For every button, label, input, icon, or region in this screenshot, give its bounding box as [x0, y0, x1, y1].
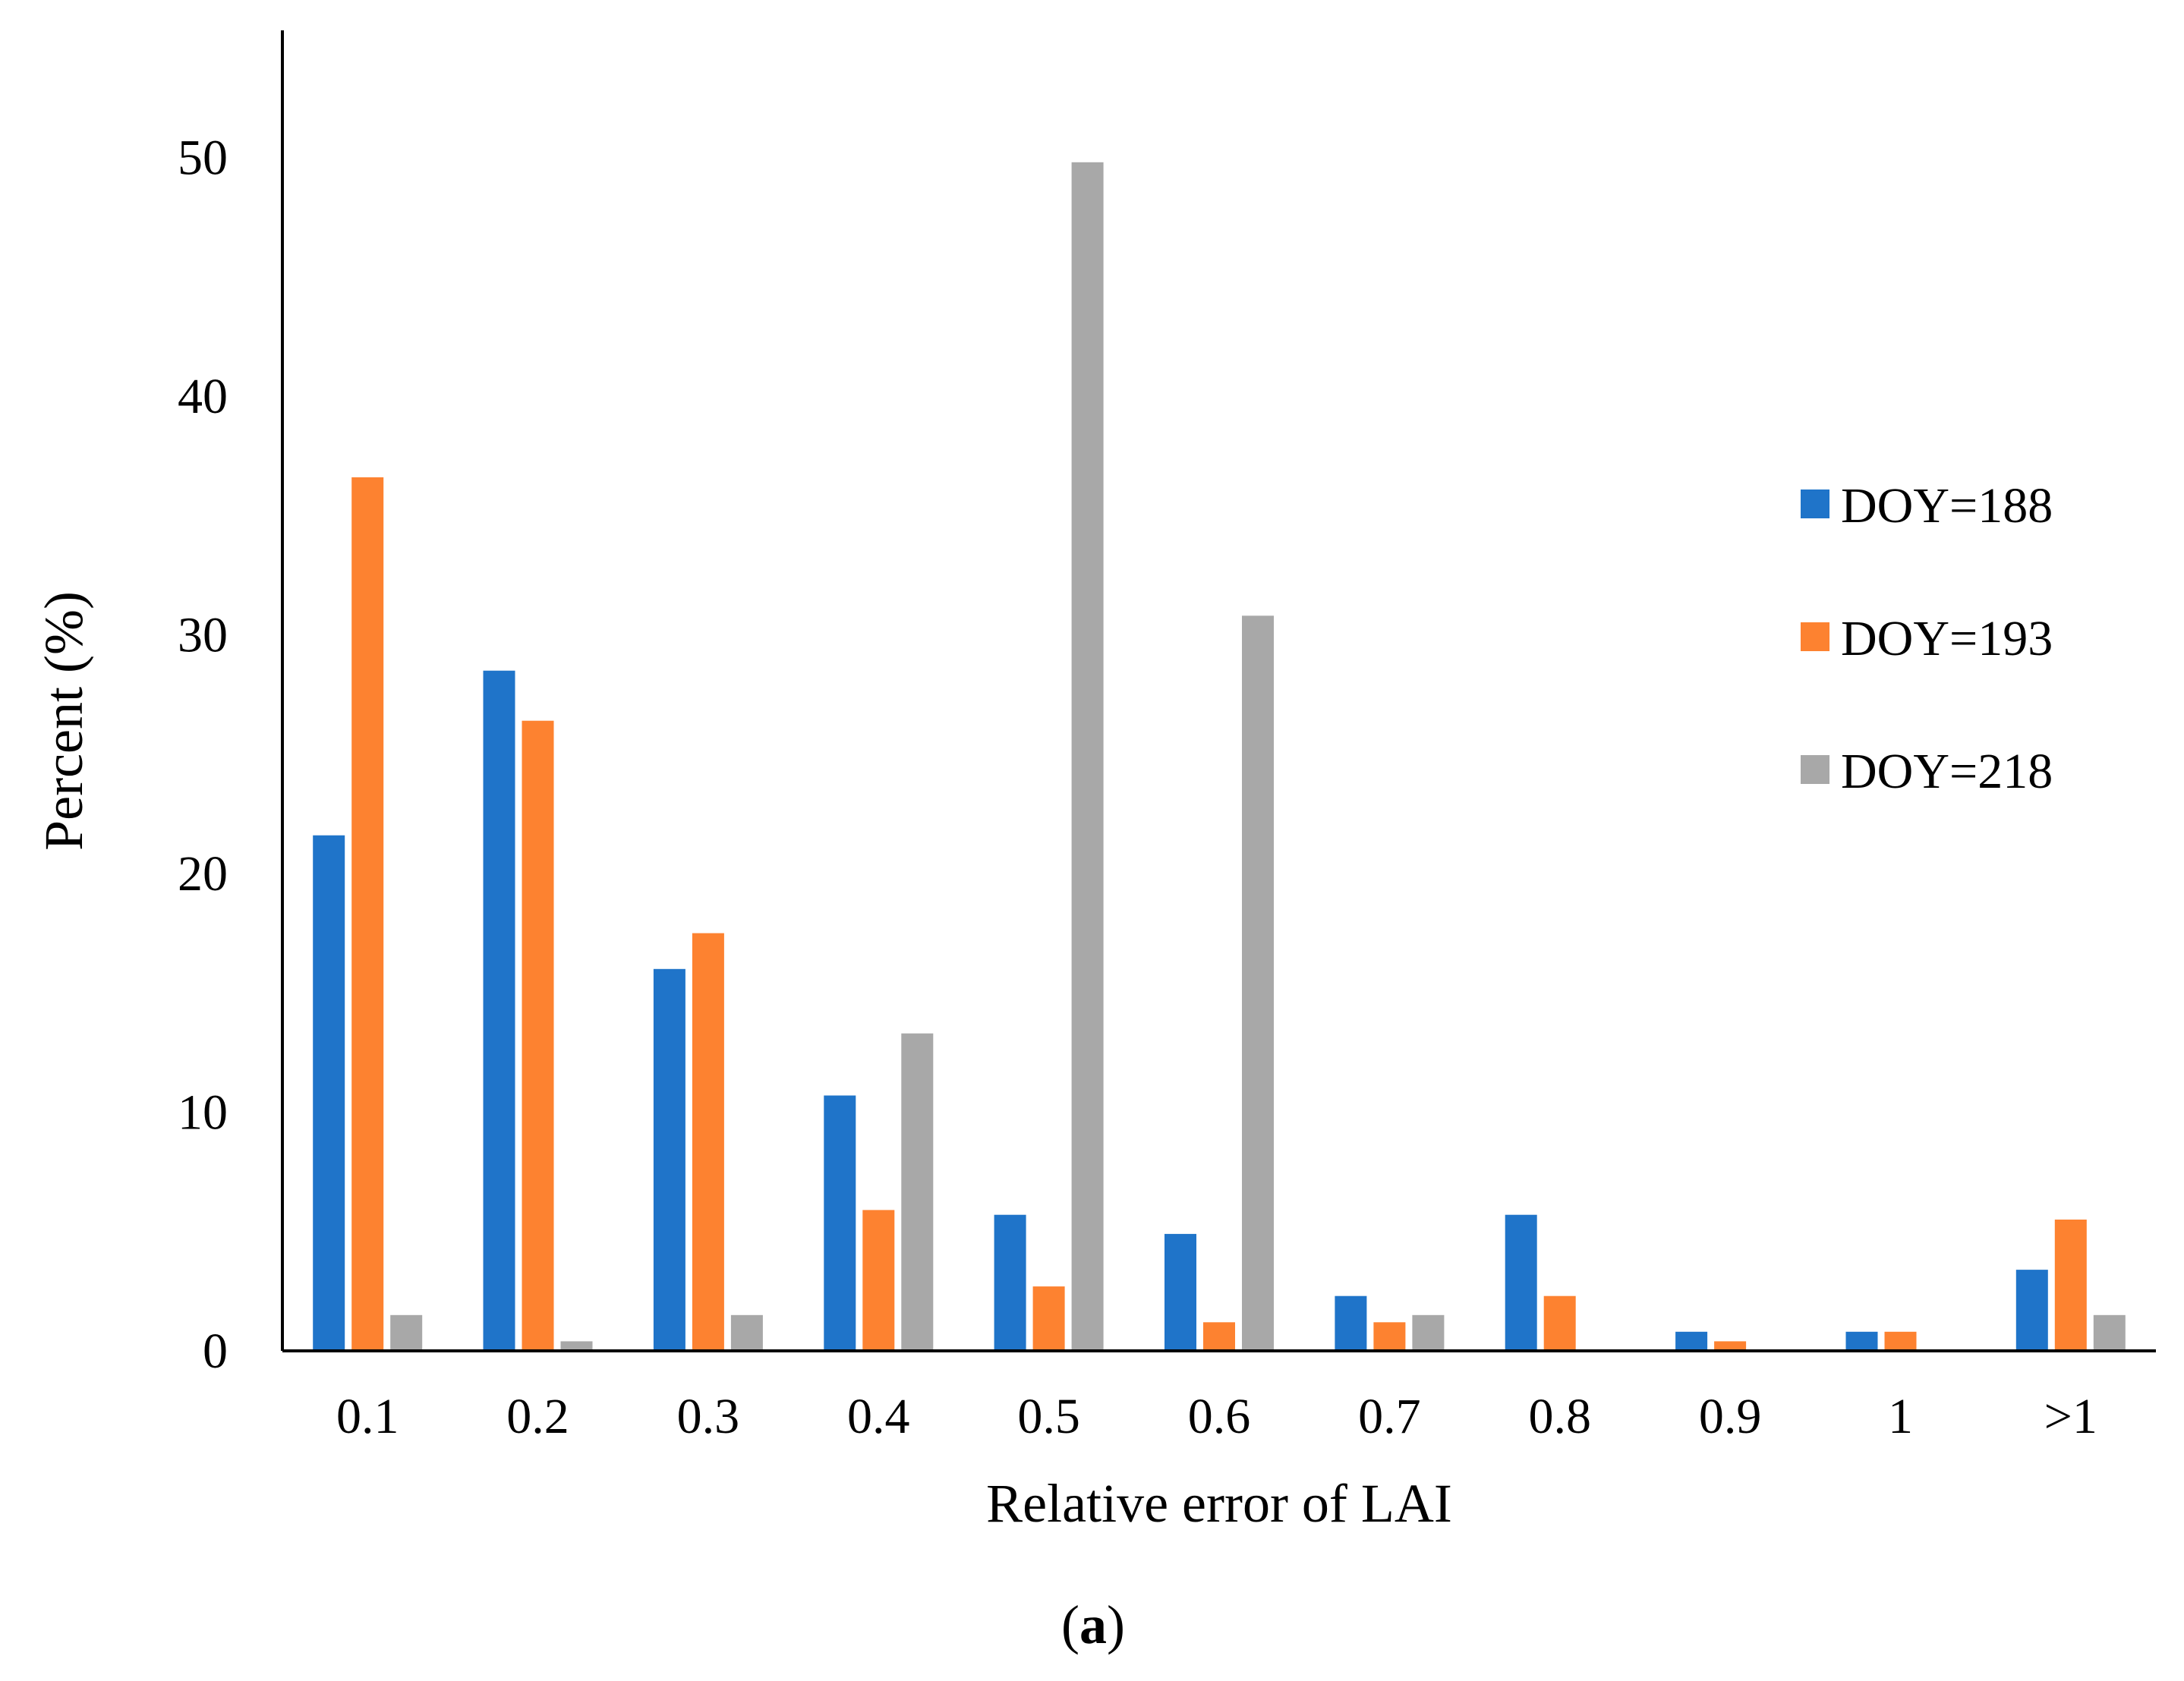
bar-doy-188-0.1 — [313, 835, 345, 1351]
bar-doy-193-0.4 — [862, 1210, 895, 1351]
bar-doy-218-0.2 — [560, 1341, 593, 1351]
bar-doy-188-gt1 — [2015, 1270, 2048, 1351]
x-tick-labels: 0.1 0.2 0.3 0.4 0.5 0.6 0.7 0.8 0.9 1 >1 — [336, 1389, 2097, 1444]
x-tick-label: 1 — [1888, 1389, 1913, 1444]
legend-swatch — [1801, 622, 1829, 651]
bar-doy-193-1 — [1884, 1331, 1917, 1351]
figure-caption: (a) — [1061, 1594, 1125, 1655]
legend-swatch — [1801, 755, 1829, 784]
caption-close: ) — [1107, 1594, 1125, 1655]
bar-doy-188-0.7 — [1335, 1295, 1367, 1351]
bar-doy-193-0.8 — [1543, 1295, 1576, 1351]
y-tick-label: 0 — [203, 1324, 228, 1379]
legend-label: DOY=193 — [1841, 611, 2053, 666]
x-tick-label: 0.9 — [1699, 1389, 1762, 1444]
legend: DOY=188 DOY=193 DOY=218 — [1801, 478, 2053, 799]
bar-doy-188-0.4 — [824, 1095, 856, 1351]
x-tick-label: 0.3 — [677, 1389, 740, 1444]
bar-doy-218-0.4 — [901, 1033, 934, 1351]
legend-swatch — [1801, 490, 1829, 518]
bar-doy-193-0.2 — [522, 720, 554, 1351]
caption-open: ( — [1061, 1594, 1079, 1655]
bar-doy-188-0.2 — [483, 670, 515, 1351]
y-tick-label: 20 — [178, 846, 228, 902]
bar-doy-193-0.7 — [1373, 1322, 1406, 1351]
caption-letter: a — [1079, 1594, 1107, 1655]
y-tick-label: 50 — [178, 131, 228, 186]
bar-doy-188-0.6 — [1164, 1233, 1196, 1351]
x-axis-title: Relative error of LAI — [986, 1473, 1452, 1534]
bar-doy-188-1 — [1845, 1331, 1878, 1351]
bar-doy-193-gt1 — [2054, 1220, 2087, 1351]
bar-doy-218-0.6 — [1242, 615, 1274, 1351]
bar-doy-188-0.3 — [653, 968, 685, 1351]
x-tick-label: >1 — [2044, 1389, 2097, 1444]
y-tick-label: 30 — [178, 608, 228, 663]
bar-doy-193-0.9 — [1714, 1341, 1747, 1351]
bar-doy-188-0.5 — [994, 1214, 1026, 1351]
bar-doy-188-0.8 — [1505, 1214, 1537, 1351]
bar-doy-218-0.3 — [730, 1314, 763, 1351]
y-tick-label: 10 — [178, 1085, 228, 1141]
x-tick-label: 0.2 — [506, 1389, 569, 1444]
bar-doy-188-0.9 — [1675, 1331, 1708, 1351]
bar-doy-218-gt1 — [2093, 1314, 2126, 1351]
bars-group — [313, 162, 2126, 1351]
x-tick-label: 0.1 — [336, 1389, 399, 1444]
legend-label: DOY=188 — [1841, 478, 2053, 534]
y-tick-labels: 0 10 20 30 40 50 — [178, 131, 228, 1380]
bar-doy-193-0.6 — [1203, 1322, 1235, 1351]
bar-doy-193-0.5 — [1032, 1286, 1065, 1351]
x-tick-label: 0.8 — [1528, 1389, 1591, 1444]
y-tick-label: 40 — [178, 369, 228, 424]
bar-doy-218-0.7 — [1412, 1314, 1445, 1351]
legend-label: DOY=218 — [1841, 744, 2053, 799]
bar-doy-193-0.1 — [351, 477, 384, 1351]
bar-doy-218-0.5 — [1071, 162, 1104, 1351]
x-tick-label: 0.5 — [1017, 1389, 1080, 1444]
bar-doy-218-0.1 — [390, 1314, 423, 1351]
y-axis-title: Percent (%) — [33, 591, 94, 851]
x-tick-label: 0.6 — [1188, 1389, 1251, 1444]
x-tick-label: 0.4 — [847, 1389, 910, 1444]
x-tick-label: 0.7 — [1358, 1389, 1421, 1444]
bar-doy-193-0.3 — [692, 933, 724, 1351]
